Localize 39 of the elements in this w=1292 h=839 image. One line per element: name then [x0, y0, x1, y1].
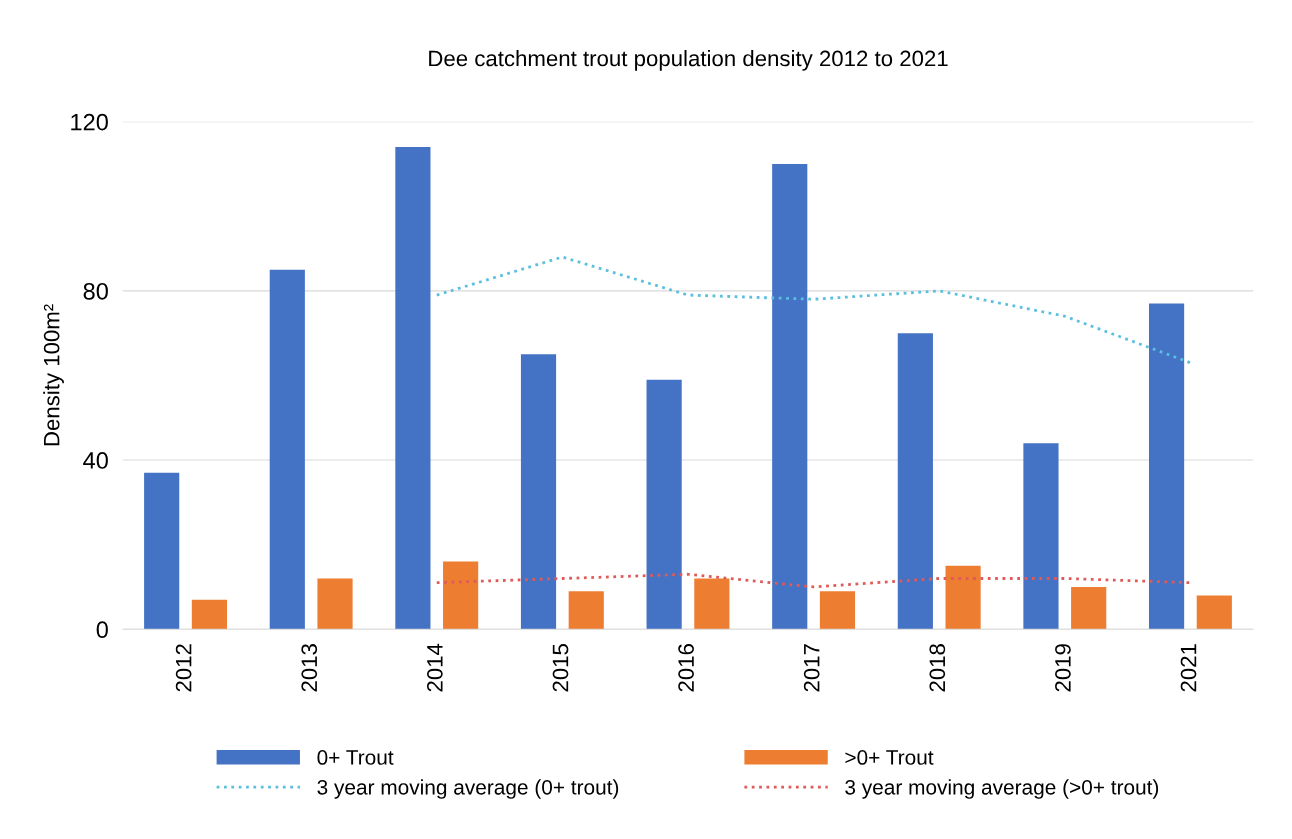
bar: [646, 379, 682, 630]
line-series: [435, 572, 1192, 589]
bar: [395, 147, 431, 630]
bar: [443, 561, 479, 630]
bar: [1071, 586, 1107, 630]
line-series: [435, 255, 1192, 365]
chart-title: Dee catchment trout population density 2012 to 2021: [429, 50, 948, 71]
x-tick-label: 2013: [301, 644, 318, 692]
x-tick-label: 2016: [678, 644, 694, 692]
y-tick-label: 40: [83, 452, 108, 469]
x-tick-label: 2019: [1055, 644, 1071, 692]
bar: [1196, 595, 1232, 630]
bar: [772, 163, 808, 630]
y-tick-label: 80: [83, 282, 108, 300]
bar: [1148, 303, 1185, 630]
legend-label: 3 year moving average (>0+ trout): [845, 779, 1159, 799]
bar: [520, 354, 557, 630]
x-tick-label: 2021: [1180, 644, 1197, 692]
x-tick-label: 2015: [552, 644, 569, 692]
bar: [144, 472, 180, 630]
bar: [1023, 443, 1059, 630]
bar: [819, 591, 856, 630]
bar: [191, 599, 227, 630]
legend-label: >0+ Trout: [845, 750, 934, 765]
x-tick-label: 2012: [175, 644, 192, 692]
x-tick-label: 2017: [803, 644, 820, 692]
y-tick-label: 120: [71, 113, 108, 131]
bar: [269, 269, 305, 630]
legend-label: 3 year moving average (0+ trout): [317, 779, 619, 799]
bar: [568, 591, 604, 630]
x-tick-label: 2014: [427, 643, 443, 692]
y-tick-label: 0: [96, 621, 108, 639]
x-tick-label: 2018: [929, 644, 946, 692]
y-axis-title: Density 100m²: [43, 304, 64, 446]
bar: [945, 565, 981, 630]
bar: [897, 333, 933, 630]
bar: [694, 578, 730, 630]
legend-label: 0+ Trout: [317, 750, 394, 765]
bar: [317, 578, 353, 630]
